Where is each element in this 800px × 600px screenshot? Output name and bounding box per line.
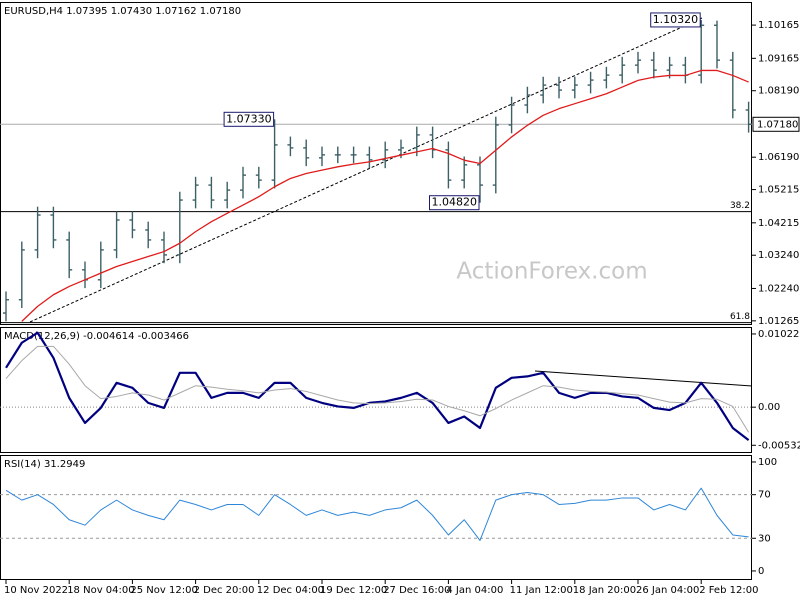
x-tick-label: 25 Nov 12:00 [130, 585, 197, 596]
y-tick-label: -0.005321 [758, 440, 800, 451]
x-tick-label: 18 Nov 04:00 [67, 585, 134, 596]
x-tick-label: 10 Nov 2022 [4, 585, 68, 596]
moving-average [21, 69, 749, 322]
series-line [5, 345, 750, 433]
x-tick-label: 2 Dec 20:00 [194, 585, 255, 596]
series-line [5, 331, 750, 441]
x-tick-label: 11 Jan 12:00 [510, 585, 573, 596]
x-tick-label: 19 Dec 12:00 [320, 585, 387, 596]
y-tick-label: 100 [758, 457, 777, 468]
price-label-box [752, 116, 800, 132]
panel-title: MACD(12,26,9) -0.004614 -0.003466 [4, 331, 189, 342]
fib-label: 61.8 [730, 312, 750, 322]
x-tick-label: 4 Jan 04:00 [446, 585, 503, 596]
macd-trend-line [534, 370, 753, 387]
price-label: 1.07180 [757, 119, 798, 130]
panel-frame [0, 455, 752, 580]
x-tick-label: 18 Jan 20:00 [573, 585, 636, 596]
watermark: ActionForex.com [456, 259, 647, 285]
series-line [5, 487, 749, 541]
annotation-label: 1.04820 [432, 196, 478, 209]
y-tick-label: 0 [758, 566, 764, 577]
x-tick-label: 12 Dec 04:00 [257, 585, 324, 596]
fib-label: 38.2 [730, 201, 750, 211]
panel-frame [0, 2, 752, 325]
panel-frame [0, 327, 752, 453]
y-tick-label: 1.03240 [758, 250, 799, 261]
annotation-box [650, 12, 701, 28]
y-tick-label: 0.010228 [758, 329, 800, 340]
y-tick-label: 1.10165 [758, 20, 799, 31]
y-tick-label: 1.04215 [758, 218, 799, 229]
x-tick-label: 27 Dec 16:00 [383, 585, 450, 596]
y-tick-label: 1.09165 [758, 53, 799, 64]
y-tick-label: 1.02240 [758, 283, 799, 294]
y-tick-label: 1.08190 [758, 86, 799, 97]
panel-title: EURUSD,H4 1.07395 1.07430 1.07162 1.0718… [4, 6, 241, 17]
annotation-box [223, 111, 275, 127]
annotation-box [429, 195, 480, 211]
trend-line [29, 17, 703, 323]
y-tick-label: 1.01265 [758, 316, 799, 327]
annotation-label: 1.10320 [653, 13, 699, 26]
x-tick-label: 2 Feb 12:00 [699, 585, 758, 596]
annotation-label: 1.07330 [226, 112, 272, 125]
y-tick-label: 1.05215 [758, 185, 799, 196]
y-tick-label: 0.00 [758, 402, 780, 413]
y-tick-label: 70 [758, 490, 771, 501]
y-tick-label: 1.06190 [758, 152, 799, 163]
y-tick-label: 30 [758, 533, 771, 544]
panel-title: RSI(14) 31.2949 [4, 459, 85, 470]
x-tick-label: 26 Jan 04:00 [636, 585, 699, 596]
